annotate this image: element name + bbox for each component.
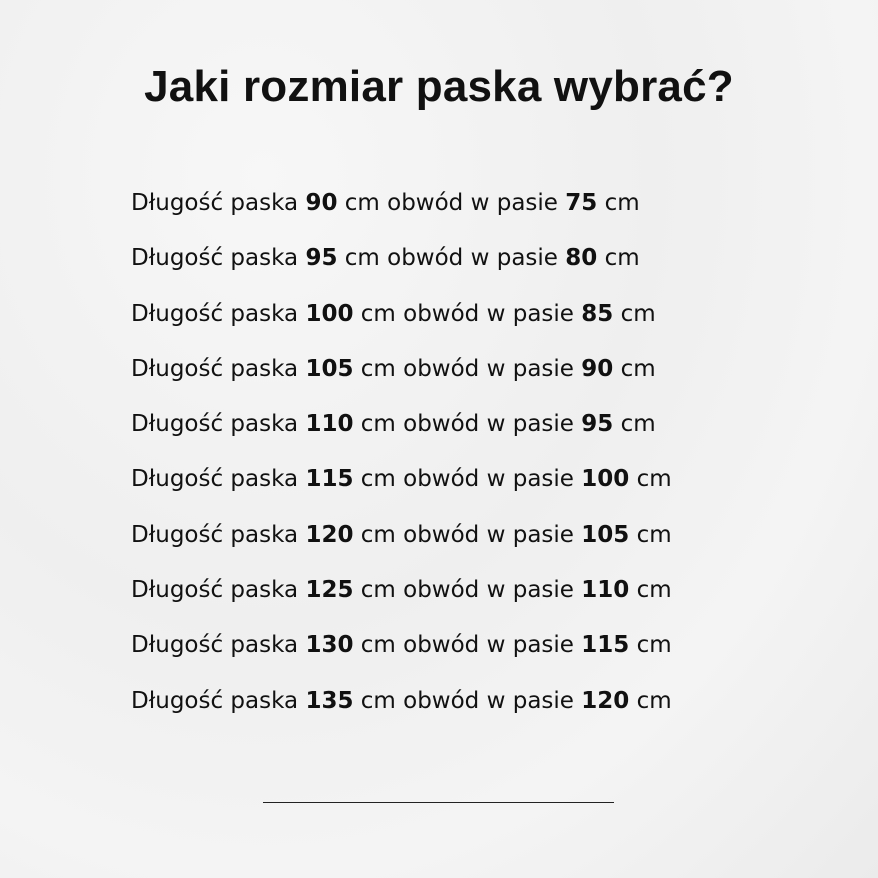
row-unit: cm xyxy=(604,245,640,272)
page-title: Jaki rozmiar paska wybrać? xyxy=(144,62,734,111)
size-row: Długość paska 130 cm obwód w pasie 115 c… xyxy=(131,626,672,681)
row-unit: cm xyxy=(636,466,672,493)
row-prefix: Długość paska xyxy=(131,521,299,548)
row-middle: cm obwód w pasie xyxy=(360,577,574,604)
waist-size: 85 xyxy=(581,300,614,327)
row-middle: cm obwód w pasie xyxy=(360,521,574,548)
row-middle: cm obwód w pasie xyxy=(360,411,574,438)
belt-length: 95 xyxy=(305,245,338,272)
waist-size: 105 xyxy=(581,521,630,548)
row-middle: cm obwód w pasie xyxy=(360,687,574,714)
row-unit: cm xyxy=(620,300,656,327)
row-unit: cm xyxy=(636,687,672,714)
size-row: Długość paska 95 cm obwód w pasie 80 cm xyxy=(131,239,672,294)
size-row: Długość paska 110 cm obwód w pasie 95 cm xyxy=(131,405,672,460)
size-row: Długość paska 135 cm obwód w pasie 120 c… xyxy=(131,682,672,737)
belt-length: 105 xyxy=(305,355,354,382)
row-prefix: Długość paska xyxy=(131,190,299,216)
belt-length: 125 xyxy=(305,577,354,604)
waist-size: 100 xyxy=(581,466,630,493)
row-unit: cm xyxy=(636,521,672,548)
row-prefix: Długość paska xyxy=(131,577,299,604)
row-prefix: Długość paska xyxy=(131,245,299,272)
size-row: Długość paska 90 cm obwód w pasie 75 cm xyxy=(131,184,672,239)
row-prefix: Długość paska xyxy=(131,687,299,714)
belt-length: 100 xyxy=(305,300,354,327)
size-row: Długość paska 115 cm obwód w pasie 100 c… xyxy=(131,460,672,515)
row-middle: cm obwód w pasie xyxy=(344,190,558,216)
waist-size: 110 xyxy=(581,577,630,604)
waist-size: 75 xyxy=(565,190,598,216)
row-prefix: Długość paska xyxy=(131,411,299,438)
size-list: Długość paska 90 cm obwód w pasie 75 cm D… xyxy=(131,184,672,737)
size-row: Długość paska 125 cm obwód w pasie 110 c… xyxy=(131,571,672,626)
divider xyxy=(263,802,614,803)
size-row: Długość paska 120 cm obwód w pasie 105 c… xyxy=(131,516,672,571)
belt-length: 90 xyxy=(305,190,338,216)
row-middle: cm obwód w pasie xyxy=(360,355,574,382)
row-unit: cm xyxy=(636,632,672,659)
belt-length: 130 xyxy=(305,632,354,659)
waist-size: 115 xyxy=(581,632,630,659)
row-prefix: Długość paska xyxy=(131,355,299,382)
row-unit: cm xyxy=(636,577,672,604)
row-middle: cm obwód w pasie xyxy=(360,300,574,327)
size-row: Długość paska 105 cm obwód w pasie 90 cm xyxy=(131,350,672,405)
size-row: Długość paska 100 cm obwód w pasie 85 cm xyxy=(131,295,672,350)
waist-size: 80 xyxy=(565,245,598,272)
row-prefix: Długość paska xyxy=(131,300,299,327)
row-unit: cm xyxy=(620,411,656,438)
row-prefix: Długość paska xyxy=(131,466,299,493)
belt-length: 135 xyxy=(305,687,354,714)
row-middle: cm obwód w pasie xyxy=(360,632,574,659)
belt-length: 115 xyxy=(305,466,354,493)
waist-size: 90 xyxy=(581,355,614,382)
row-middle: cm obwód w pasie xyxy=(344,245,558,272)
waist-size: 120 xyxy=(581,687,630,714)
row-middle: cm obwód w pasie xyxy=(360,466,574,493)
waist-size: 95 xyxy=(581,411,614,438)
row-unit: cm xyxy=(620,355,656,382)
row-prefix: Długość paska xyxy=(131,632,299,659)
belt-length: 120 xyxy=(305,521,354,548)
row-unit: cm xyxy=(604,190,640,216)
belt-length: 110 xyxy=(305,411,354,438)
